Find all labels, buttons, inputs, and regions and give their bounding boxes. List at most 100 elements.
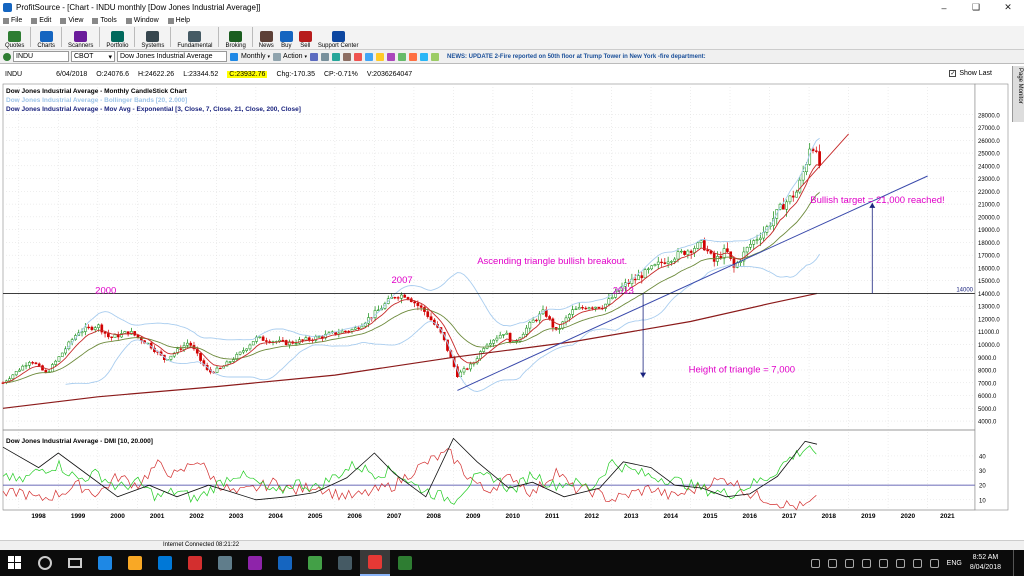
horizontal-line-label: 14000: [956, 287, 973, 293]
restore-icon[interactable]: ❑: [971, 2, 981, 12]
page-monitor-tab[interactable]: Page Monitor: [1012, 66, 1024, 122]
alert-icon[interactable]: [354, 52, 363, 61]
charts-button[interactable]: Charts: [34, 25, 58, 49]
candle-body: [709, 250, 713, 254]
price-axis-panel: [974, 83, 1009, 511]
candle-body: [281, 339, 285, 342]
start-button[interactable]: [0, 550, 30, 576]
settings-icon[interactable]: [321, 52, 330, 61]
news-icon: [259, 31, 273, 42]
export-icon[interactable]: [431, 52, 440, 61]
menu-icon: [167, 17, 174, 24]
fundamental-button[interactable]: Fundamental: [174, 25, 215, 49]
candle-body: [14, 371, 18, 376]
taskbar-calculator[interactable]: [210, 550, 240, 576]
crosshair-icon[interactable]: [332, 52, 341, 61]
action-menu[interactable]: Action: [283, 53, 303, 60]
taskbar-paint[interactable]: [240, 550, 270, 576]
quote-symbol: INDU: [5, 71, 23, 78]
fork-icon[interactable]: [387, 52, 396, 61]
taskbar-unknown-app[interactable]: [330, 550, 360, 576]
chevron-up-icon[interactable]: [827, 558, 837, 568]
quote-high: H:24622.26: [137, 71, 175, 78]
taskbar-go[interactable]: [390, 550, 420, 576]
show-desktop-button[interactable]: [1013, 550, 1018, 576]
candle-body: [795, 191, 798, 198]
close-icon[interactable]: ✕: [1004, 2, 1012, 12]
print-icon[interactable]: [420, 52, 429, 61]
legend-candlestick: Dow Jones Industrial Average - Monthly C…: [6, 88, 188, 95]
system-tray: ENG 8:52 AM 8/04/2018: [807, 550, 1018, 576]
menu-tools[interactable]: Tools: [89, 17, 122, 24]
menu-window[interactable]: Window: [123, 17, 165, 24]
taskbar-kogan[interactable]: [180, 550, 210, 576]
draw-icon[interactable]: [343, 52, 352, 61]
scanners-button[interactable]: Scanners: [65, 25, 96, 49]
taskbar-store[interactable]: [150, 550, 180, 576]
candle-body: [752, 240, 756, 245]
security-name-field[interactable]: Dow Jones Industrial Average: [117, 51, 227, 62]
period-select[interactable]: Monthly: [241, 53, 266, 60]
portfolio-button[interactable]: Portfolio: [103, 25, 131, 49]
taskbar-edge[interactable]: [90, 550, 120, 576]
taskbar-chrome[interactable]: [300, 550, 330, 576]
candle-body: [31, 362, 34, 364]
quotes-button[interactable]: Quotes: [2, 25, 27, 49]
candle-body: [199, 352, 202, 361]
network-icon[interactable]: [895, 558, 905, 568]
show-last-checkbox[interactable]: ✓ Show Last: [949, 70, 992, 77]
news-ticker[interactable]: NEWS: UPDATE 2-Fire reported on 50th flo…: [447, 53, 706, 60]
pen-icon[interactable]: [912, 558, 922, 568]
menu-edit[interactable]: Edit: [28, 17, 57, 24]
store-icon: [158, 556, 172, 570]
language-indicator[interactable]: ENG: [946, 559, 962, 567]
zoom-in-icon[interactable]: [310, 52, 319, 61]
candle-body: [693, 248, 696, 253]
taskbar-security[interactable]: [270, 550, 300, 576]
buy-button[interactable]: Buy: [277, 25, 296, 49]
dmi-tick-label: 10: [979, 498, 986, 504]
battery-icon[interactable]: [861, 558, 871, 568]
unknown-app-icon: [338, 556, 352, 570]
symbol-input[interactable]: INDU: [13, 51, 69, 62]
menu-view[interactable]: View: [57, 17, 89, 24]
exchange-select[interactable]: CBOT ▾: [71, 51, 115, 62]
candle-body: [571, 309, 574, 315]
message-icon[interactable]: [929, 558, 939, 568]
candle-body: [218, 367, 222, 370]
broking-button[interactable]: Broking: [222, 25, 248, 49]
menu-file[interactable]: File: [0, 17, 28, 24]
bulb-icon[interactable]: [376, 52, 385, 61]
calendar-icon[interactable]: [230, 52, 238, 61]
tag-icon[interactable]: [409, 52, 418, 61]
scan-icon[interactable]: [398, 52, 407, 61]
cloud-icon[interactable]: [844, 558, 854, 568]
chart-area[interactable]: 14000 2000 2007 2013 Ascending triangle bull…: [0, 82, 1010, 542]
menu-help[interactable]: Help: [165, 17, 196, 24]
price-tick-label: 24000.0: [978, 164, 1000, 170]
price-tick-label: 23000.0: [978, 177, 1000, 183]
candle-body: [406, 297, 410, 299]
candle-body: [492, 339, 495, 344]
chevron-down-icon: ▾: [267, 53, 271, 60]
systems-button[interactable]: Systems: [138, 25, 167, 49]
taskbar-file-explorer[interactable]: [120, 550, 150, 576]
time-tick-label: 2002: [189, 513, 204, 520]
person-icon[interactable]: [810, 558, 820, 568]
price-tick-label: 16000.0: [978, 266, 1000, 272]
candle-body: [416, 302, 420, 306]
clock[interactable]: 8:52 AM 8/04/2018: [970, 553, 1001, 573]
minimize-icon[interactable]: –: [941, 2, 947, 13]
task-view-button[interactable]: [60, 550, 90, 576]
sell-button[interactable]: Sell: [296, 25, 315, 49]
candle-body: [607, 298, 611, 305]
systems-icon: [146, 31, 160, 42]
taskbar-profitsource[interactable]: [360, 550, 390, 576]
candle-body: [189, 342, 193, 346]
volume-icon[interactable]: [878, 558, 888, 568]
candle-body: [643, 269, 647, 279]
trendline-icon[interactable]: [365, 52, 374, 61]
news-button[interactable]: News: [256, 25, 277, 49]
search-button[interactable]: [30, 550, 60, 576]
support-center-button[interactable]: Support Center: [315, 25, 362, 49]
